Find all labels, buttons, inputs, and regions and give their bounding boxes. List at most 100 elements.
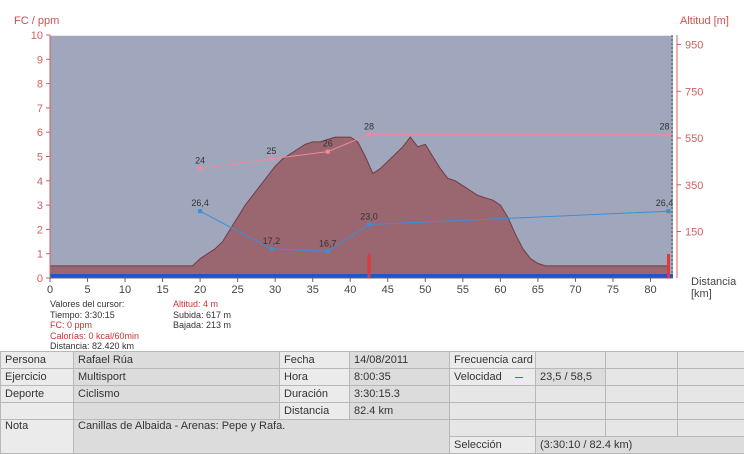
info-row: Deporte Ciclismo Duración 3:30:15.3 [1,386,744,403]
workout-info-table: Persona Rafael Rúa Fecha 14/08/2011 Frec… [0,351,744,454]
empty-cell [536,386,606,403]
cursor-values-right: Altitud: 4 m Subida: 617 m Bajada: 213 m [173,299,231,331]
x-tick-label: 70 [569,284,581,296]
duracion-label: Duración [280,386,350,403]
frecuencia-cardiaca-value [536,352,606,369]
y-right-tick-label: 550 [685,133,703,145]
frecuencia-cardiaca-label: Frecuencia card [450,352,536,369]
empty-cell [606,386,678,403]
y-right-tick-label: 750 [685,86,703,98]
seleccion-label: Selección [450,437,536,454]
series-point [666,209,670,213]
hora-value[interactable]: 8:00:35 [350,369,450,386]
series-point [367,223,371,227]
y-left-tick-label: 2 [37,224,43,236]
cursor-distancia: Distancia: 82.420 km [50,341,139,352]
persona-label: Persona [1,352,74,369]
data-label: 24 [195,156,205,166]
x-tick-label: 5 [84,284,90,296]
x-tick-label: 35 [307,284,319,296]
velocidad-legend-swatch [515,377,523,378]
data-label: 23,0 [360,212,378,222]
x-tick-label: 55 [457,284,469,296]
data-label: 26,4 [191,198,209,208]
fecha-label: Fecha [280,352,350,369]
x-tick-label: 0 [47,284,53,296]
duracion-value: 3:30:15.3 [350,386,450,403]
empty-cell [74,403,280,420]
x-tick-label: 50 [419,284,431,296]
series-point [666,133,670,137]
y-left-tick-label: 1 [37,249,43,261]
series-point [269,247,273,251]
x-axis-title-line1: Distancia [691,276,737,288]
empty-cell [450,403,536,420]
y-left-tick-label: 6 [37,127,43,139]
y-right-tick-label: 350 [685,180,703,192]
track-bar [50,274,673,278]
empty-cell [450,386,536,403]
x-tick-label: 80 [644,284,656,296]
info-row: Distancia 82.4 km [1,403,744,420]
velocidad-value: 23,5 / 58,5 [536,369,606,386]
cursor-bajada: Bajada: 213 m [173,320,231,331]
cursor-calorias: Calorías: 0 kcal/60min [50,331,139,342]
empty-cell [1,403,74,420]
y-left-tick-label: 4 [37,176,43,188]
cursor-altitud: Altitud: 4 m [173,299,231,310]
empty-cell [678,420,744,437]
info-row: Nota Canillas de Albaida - Arenas: Pepe … [1,420,744,437]
x-tick-label: 15 [156,284,168,296]
empty-cell [450,420,536,437]
y-left-tick-label: 5 [37,152,43,164]
y-right-tick-label: 150 [685,227,703,239]
cursor-tiempo: Tiempo: 3:30:15 [50,310,139,321]
cursor-title: Valores del cursor: [50,299,139,310]
empty-cell [678,352,744,369]
series-point [198,209,202,213]
selection-marker [667,254,670,278]
persona-value[interactable]: Rafael Rúa [74,352,280,369]
fecha-value[interactable]: 14/08/2011 [350,352,450,369]
selection-marker [368,254,371,278]
x-tick-label: 30 [269,284,281,296]
ejercicio-label: Ejercicio [1,369,74,386]
empty-cell [606,403,678,420]
empty-cell [536,403,606,420]
x-tick-label: 65 [532,284,544,296]
x-tick-label: 45 [382,284,394,296]
y-left-tick-label: 8 [37,79,43,91]
x-tick-label: 75 [607,284,619,296]
y-left-tick-label: 9 [37,54,43,66]
data-label: 26,4 [656,198,674,208]
info-row: Ejercicio Multisport Hora 8:00:35 Veloci… [1,369,744,386]
right-axis-title: Altitud [m] [680,15,729,27]
cursor-values-left: Valores del cursor: Tiempo: 3:30:15 FC: … [50,299,139,352]
series-point [269,157,273,161]
empty-cell [678,386,744,403]
x-tick-label: 20 [194,284,206,296]
data-label: 28 [659,122,669,132]
empty-cell [606,369,678,386]
nota-label: Nota [1,420,74,454]
hora-label: Hora [280,369,350,386]
empty-cell [606,420,678,437]
data-label: 28 [364,122,374,132]
series-point [367,133,371,137]
velocidad-label: Velocidad [454,371,502,383]
data-label: 16,7 [319,238,337,248]
x-tick-label: 10 [119,284,131,296]
x-tick-label: 40 [344,284,356,296]
empty-cell [606,352,678,369]
deporte-label: Deporte [1,386,74,403]
y-left-tick-label: 3 [37,200,43,212]
nota-value[interactable]: Canillas de Albaida - Arenas: Pepe y Raf… [74,420,450,454]
ejercicio-value[interactable]: Multisport [74,369,280,386]
data-label: 25 [266,146,276,156]
y-left-tick-label: 7 [37,103,43,115]
deporte-value[interactable]: Ciclismo [74,386,280,403]
y-right-tick-label: 950 [685,40,703,52]
series-point [326,249,330,253]
series-point [198,167,202,171]
